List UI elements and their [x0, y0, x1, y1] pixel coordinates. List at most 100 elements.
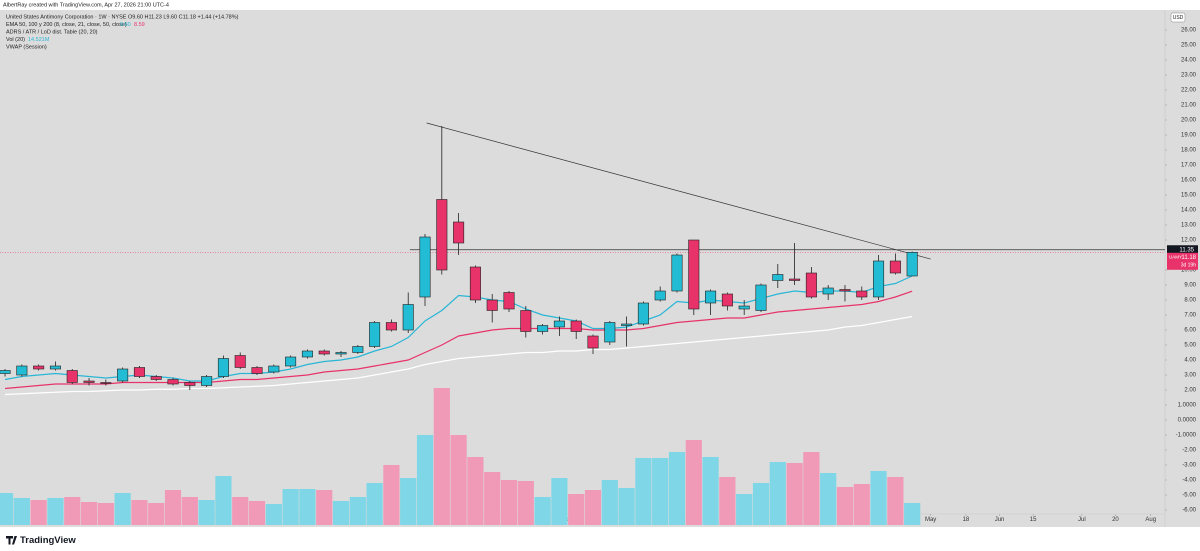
volume-bar: [316, 490, 333, 525]
volume-bar: [97, 503, 114, 525]
y-tick-label: 5.00: [1184, 343, 1196, 349]
y-tick-label: 6.00: [1184, 328, 1196, 334]
candle-body: [688, 239, 700, 310]
y-tick-label: 24.00: [1181, 58, 1197, 64]
y-tick-label: 16.00: [1181, 178, 1197, 184]
candle-body: [873, 260, 885, 298]
volume-bar: [702, 457, 719, 525]
candle-body: [0, 370, 11, 374]
candle-body: [637, 302, 649, 325]
y-tick-label: 13.00: [1181, 223, 1197, 229]
candle-body: [16, 365, 28, 376]
x-tick-label: Jul: [1078, 517, 1086, 523]
volume-bar: [148, 503, 165, 525]
candle-body: [100, 382, 112, 384]
volume-bar: [30, 500, 47, 525]
volume-bar: [584, 490, 602, 525]
candle-body: [268, 365, 280, 373]
volume-bar: [618, 488, 635, 525]
trendline: [426, 122, 931, 260]
candle-body: [822, 287, 834, 295]
candle-body: [570, 320, 582, 332]
candle-body: [385, 322, 397, 331]
volume-bar: [164, 490, 182, 525]
x-tick-label: Aug: [1145, 517, 1156, 523]
candle-body: [217, 358, 229, 377]
y-tick-label: -3.00: [1182, 463, 1196, 469]
candle-body: [184, 382, 196, 386]
legend-value: 14.521M: [28, 37, 50, 43]
y-tick-label: 26.00: [1181, 28, 1197, 34]
legend-line: United States Antimony Corporation · 1W …: [6, 14, 239, 20]
volume-bar: [853, 484, 870, 525]
candle-body: [49, 365, 61, 370]
currency-box: [1170, 12, 1186, 23]
volume-bar: [635, 458, 652, 525]
candle-body: [251, 367, 263, 374]
ema-line: [4, 290, 913, 390]
volume-bar: [131, 500, 148, 525]
volume-bar: [652, 458, 669, 525]
y-tick-label: 18.00: [1181, 148, 1197, 154]
candle-body: [805, 272, 817, 298]
legend-line: ADRS / ATR / LoD dist. Table (20, 20): [6, 29, 98, 35]
volume-bar: [433, 388, 450, 525]
volume-bar: [803, 452, 820, 525]
y-tick-label: 14.00: [1181, 208, 1197, 214]
candle-body: [301, 350, 313, 358]
volume-bar: [198, 500, 215, 525]
y-tick-label: 10.00: [1181, 268, 1197, 274]
volume-bar: [416, 435, 434, 525]
symbol-label: UAMY: [1169, 254, 1182, 259]
candle-body: [738, 305, 750, 310]
candle-body: [671, 254, 683, 292]
candle-body: [133, 367, 145, 377]
volume-bar: [383, 465, 400, 525]
chart-pane: [0, 10, 1200, 527]
candle-body: [83, 380, 95, 383]
volume-bar: [601, 480, 618, 525]
legend-line: Vol (20): [6, 37, 25, 43]
volume-bar: [786, 463, 803, 525]
volume-bar: [887, 477, 904, 525]
volume-bar: [400, 478, 417, 525]
y-tick-label: 19.00: [1181, 133, 1197, 139]
candle-body: [839, 289, 851, 292]
volume-bar: [366, 483, 383, 525]
volume-bar: [568, 494, 585, 525]
candle-body: [772, 274, 784, 281]
footer-brand: TradingView: [20, 535, 76, 546]
y-tick-label: 1.0000: [1178, 403, 1197, 409]
candle-body: [402, 304, 414, 331]
level-label: 11.35: [1179, 247, 1194, 253]
candle-body: [335, 352, 347, 355]
volume-bar: [13, 498, 30, 525]
y-tick-label: 2.00: [1184, 388, 1196, 394]
volume-bar: [47, 498, 64, 525]
ema-line: [5, 315, 913, 396]
y-tick-label: -4.00: [1182, 478, 1196, 484]
candle-body: [604, 322, 616, 343]
header: AlbertRay created with TradingView.com, …: [3, 2, 169, 8]
candle-body: [419, 236, 431, 298]
logo-mark: [6, 536, 17, 545]
candle-body: [705, 290, 717, 304]
legend-line: EMA 50, 100 y 200 (8, close, 21, close, …: [6, 22, 127, 28]
legend-value: 8.59: [134, 22, 145, 28]
y-tick-label: 12.00: [1181, 238, 1197, 244]
countdown-label: 3d 19h: [1181, 263, 1197, 269]
y-tick-label: 8.00: [1184, 298, 1196, 304]
y-tick-label: 17.00: [1181, 163, 1197, 169]
volume-bar: [332, 501, 350, 525]
candle-body: [486, 299, 498, 311]
candle-body: [889, 260, 901, 274]
level-label-box: [1167, 245, 1198, 255]
candle-body: [503, 292, 515, 310]
candle-body: [453, 221, 465, 244]
y-tick-label: 21.00: [1181, 103, 1197, 109]
candle-body: [66, 370, 78, 383]
volume-bar: [282, 489, 299, 525]
candle-body: [285, 356, 297, 367]
last-price-label: 11.18: [1181, 255, 1196, 261]
